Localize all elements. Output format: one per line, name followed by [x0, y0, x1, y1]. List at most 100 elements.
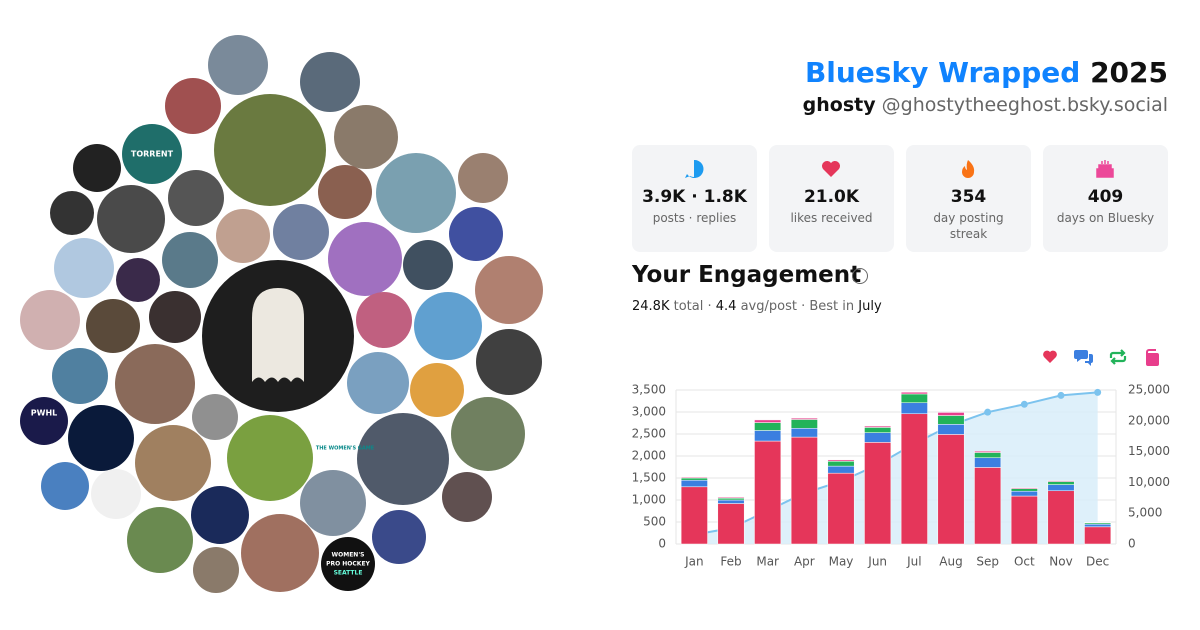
y-tick-label: 3,000 [632, 405, 666, 419]
y2-tick-label: 10,000 [1128, 475, 1170, 489]
avatar [52, 348, 108, 404]
section-title: Your Engagement [632, 262, 862, 288]
y2-tick-label: 20,000 [1128, 413, 1170, 427]
bar-segment [864, 427, 892, 433]
bar-segment [864, 442, 892, 545]
bar-segment [1084, 526, 1112, 545]
avatar [192, 394, 238, 440]
stat-icon [822, 161, 840, 177]
summary-part: avg/post · Best in [740, 299, 855, 314]
stat-icon [685, 159, 704, 178]
user: ghosty @ghostytheeghost.bsky.social [803, 94, 1168, 116]
stat-value: 354 [950, 187, 987, 207]
x-tick-label: May [829, 555, 854, 569]
avatar [414, 292, 482, 360]
avatar [116, 258, 160, 302]
stat-value: 409 [1087, 187, 1124, 207]
avatar [318, 165, 372, 219]
avatar [300, 52, 360, 112]
bar-segment [1047, 484, 1075, 492]
icon-shape [1096, 160, 1114, 178]
cumulative-point [690, 531, 698, 539]
display-name: ghosty [802, 94, 876, 116]
bar-segment [717, 497, 745, 501]
avatar [54, 238, 114, 298]
avatar [135, 425, 211, 501]
cumulative-point [800, 489, 808, 497]
legend-likes-icon [1043, 350, 1057, 363]
info-icon[interactable] [852, 268, 868, 284]
cumulative-point [984, 408, 992, 416]
avatar-label: WOMEN'S [332, 552, 365, 559]
bar-segment [1047, 480, 1075, 482]
y-tick-label: 3,500 [632, 383, 666, 397]
avatar [122, 124, 182, 184]
bar-segment [827, 472, 855, 545]
y-tick-label: 1,500 [632, 471, 666, 485]
cumulative-line [694, 391, 1098, 536]
bar-segment [680, 476, 708, 479]
stat-label: days on Bluesky [1056, 211, 1155, 225]
cumulative-point [910, 440, 918, 448]
cumulative-area [694, 392, 1098, 544]
y-tick-label: 2,500 [632, 427, 666, 441]
bar-segment [1047, 481, 1075, 485]
y-tick-label: 0 [658, 537, 666, 551]
avatar [20, 290, 80, 350]
cumulative-point [837, 477, 845, 485]
x-tick-label: Jun [867, 555, 887, 569]
x-tick-label: Jul [906, 555, 921, 569]
avatar [214, 94, 326, 206]
bar-segment [754, 419, 782, 423]
bar-segment [790, 417, 818, 420]
stat-value: 3.9K · 1.8K [642, 187, 747, 207]
avatar [442, 472, 492, 522]
x-tick-label: Dec [1086, 555, 1109, 569]
cumulative-point [1020, 400, 1028, 408]
avatar [68, 405, 134, 471]
cumulative-point [764, 507, 772, 515]
legend-replies-icon [1074, 350, 1093, 366]
x-tick-label: Sep [976, 555, 999, 569]
bar-segment [790, 419, 818, 429]
avatar [193, 547, 239, 593]
avatar [347, 352, 409, 414]
avatar-label: THE WOMEN'S GAME [316, 446, 375, 452]
avatar [41, 462, 89, 510]
title-text: Bluesky Wrapped [804, 56, 1081, 89]
avatar [241, 514, 319, 592]
bar-segment [1047, 490, 1075, 545]
avatar [476, 329, 542, 395]
avatar [127, 507, 193, 573]
bar-segment [864, 432, 892, 443]
summary: 24.8K total · 4.4 avg/post · Best in Jul… [632, 299, 882, 314]
avatar-collage: TORRENT PWHL WOMEN'S PRO HOCKEY SEATTLE THE W… [20, 35, 543, 593]
avatar [216, 209, 270, 263]
avatar [328, 222, 402, 296]
avatar [318, 406, 372, 460]
bar-segment [900, 393, 928, 404]
title-year: 2025 [1090, 56, 1168, 89]
bar-segment [680, 479, 708, 488]
avatar [356, 292, 412, 348]
stat-icon [1096, 160, 1114, 178]
stat-value: 21.0K [803, 187, 860, 207]
bar-segment [754, 430, 782, 442]
avatar-label: PWHL [31, 409, 57, 418]
bar-segment [1010, 488, 1038, 492]
bar-segment [974, 457, 1002, 468]
avatar [91, 469, 141, 519]
stat-card: 21.0K likes received [769, 145, 894, 252]
cumulative-point [727, 524, 735, 532]
y-tick-label: 2,000 [632, 449, 666, 463]
stat-card: 409 days on Bluesky [1043, 145, 1168, 252]
avatar [403, 240, 453, 290]
x-tick-label: Oct [1014, 555, 1035, 569]
cumulative-point [1057, 391, 1065, 399]
avatar [208, 35, 268, 95]
avatar [300, 470, 366, 536]
x-tick-label: Nov [1049, 555, 1072, 569]
bar-segment [937, 434, 965, 545]
bar-segment [900, 402, 928, 415]
